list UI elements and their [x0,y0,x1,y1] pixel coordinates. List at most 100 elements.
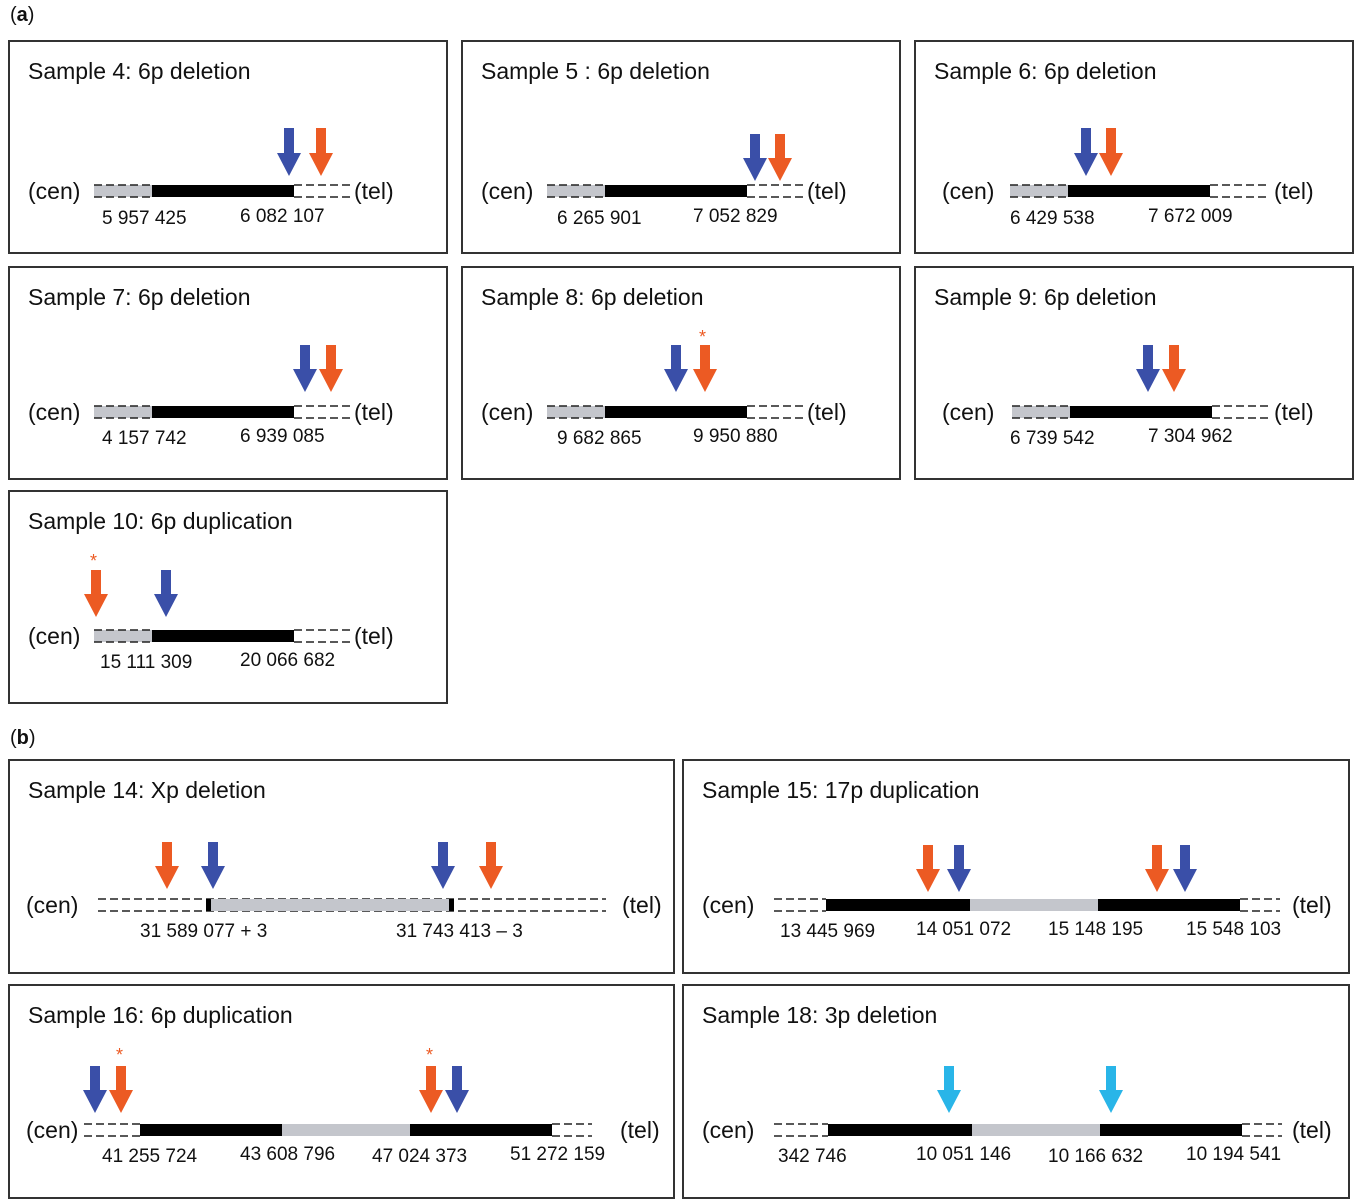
panel-title: Sample 4: 6p deletion [28,58,251,84]
blue-arrow [293,345,317,392]
coord-label: 41 255 724 [102,1146,198,1167]
asterisk-marker: * [699,327,706,347]
orange-arrow [479,842,503,889]
orange-arrow [1145,845,1169,892]
coord-label: 10 051 146 [916,1144,1011,1165]
panel-sample-15: Sample 15: 17p duplication (cen) (tel) 1… [682,759,1350,974]
asterisk-marker: * [90,551,97,571]
coord-label: 15 111 309 [100,652,192,673]
grey-segment [1010,185,1068,197]
deleted-segment [1100,1124,1242,1136]
panel-title: Sample 8: 6p deletion [481,284,704,310]
cyan-arrow [937,1066,961,1113]
cen-label: (cen) [28,623,80,649]
duplicated-segment [152,630,294,642]
panel-title: Sample 16: 6p duplication [28,1002,293,1028]
tel-label: (tel) [354,178,394,204]
coord-label: 7 672 009 [1148,206,1233,227]
grey-segment [94,630,152,642]
chromosome-diagram: (cen) (tel) 342 746 10 051 146 10 166 63… [702,1066,1332,1167]
coord-label: 342 746 [778,1146,847,1167]
panel-title: Sample 10: 6p duplication [28,508,293,534]
coord-label: 13 445 969 [780,921,875,942]
blue-arrow [1173,845,1197,892]
deleted-segment [828,1124,972,1136]
deleted-segment [152,406,294,418]
tel-label: (tel) [1274,399,1314,425]
grey-segment [547,185,605,197]
chromosome-diagram: (cen) (tel) 6 429 538 7 672 009 [942,128,1314,229]
orange-arrow [319,345,343,392]
orange-arrow [309,128,333,176]
orange-arrow [155,842,179,889]
orange-arrow [1099,128,1123,176]
panel-title: Sample 18: 3p deletion [702,1002,938,1028]
coord-label: 5 957 425 [102,208,187,229]
panel-title: Sample 15: 17p duplication [702,777,980,803]
chromosome-diagram: (cen) (tel) 6 739 542 7 304 962 [942,345,1314,449]
asterisk-marker: * [426,1045,433,1065]
coord-label: 51 272 159 [510,1144,605,1165]
deleted-segment [605,406,747,418]
blue-arrow [201,842,225,889]
coord-label: 6 082 107 [240,206,325,227]
panel-sample-16: Sample 16: 6p duplication (cen) (tel) 41… [8,984,675,1199]
cen-label: (cen) [28,399,80,425]
deleted-segment [1068,185,1210,197]
tel-label: (tel) [807,399,847,425]
section-label-b: (b) [10,727,36,749]
tel-label: (tel) [622,892,662,918]
orange-arrow [768,134,792,181]
coord-label: 10 194 541 [1186,1144,1281,1165]
cen-label: (cen) [942,178,994,204]
coord-label: 9 950 880 [693,426,778,447]
coord-label: 6 739 542 [1010,428,1095,449]
grey-segment [547,406,605,418]
blue-arrow [1074,128,1098,176]
grey-segment [282,1124,410,1136]
panel-sample-8: Sample 8: 6p deletion (cen) (tel) 9 682 … [461,266,901,480]
blue-arrow [431,842,455,889]
panel-title: Sample 6: 6p deletion [934,58,1157,84]
coord-label: 10 166 632 [1048,1146,1143,1167]
cen-label: (cen) [942,399,994,425]
grey-segment [1012,406,1070,418]
panel-sample-5: Sample 5 : 6p deletion (cen) (tel) 6 265… [461,40,901,254]
duplicated-segment [140,1124,282,1136]
orange-arrow [84,570,108,617]
orange-arrow [109,1066,133,1113]
cen-label: (cen) [702,892,754,918]
panel-title: Sample 14: Xp deletion [28,777,266,803]
panel-sample-18: Sample 18: 3p deletion (cen) (tel) 342 7… [682,984,1350,1199]
chromosome-diagram: (cen) (tel) 13 445 969 14 051 072 15 148… [702,845,1332,942]
coord-label: 14 051 072 [916,919,1011,940]
coord-label: 47 024 373 [372,1146,467,1167]
orange-arrow [1162,345,1186,392]
panel-sample-7: Sample 7: 6p deletion (cen) (tel) 4 157 … [8,266,448,480]
blue-arrow [277,128,301,176]
panel-title: Sample 5 : 6p deletion [481,58,710,84]
blue-arrow [445,1066,469,1113]
coord-label: 6 265 901 [557,208,642,229]
blue-arrow [83,1066,107,1113]
blue-arrow [947,845,971,892]
chromosome-diagram: (cen) (tel) 5 957 425 6 082 107 [28,128,394,229]
chromosome-diagram: (cen) (tel) 4 157 742 6 939 085 [28,345,394,449]
coord-label: 7 052 829 [693,206,778,227]
panel-sample-10: Sample 10: 6p duplication (cen) (tel) 15… [8,490,448,704]
blue-arrow [664,345,688,392]
cen-label: (cen) [702,1117,754,1143]
coord-label: 7 304 962 [1148,426,1233,447]
tel-label: (tel) [807,178,847,204]
cen-label: (cen) [28,178,80,204]
chromosome-diagram: (cen) (tel) 6 265 901 7 052 829 [481,134,847,229]
coord-label: 31 589 077 + 3 [140,921,267,942]
cen-label: (cen) [481,399,533,425]
chromosome-diagram: (cen) (tel) 9 682 865 9 950 880 * [481,327,847,449]
grey-segment [94,185,152,197]
blue-arrow [743,134,767,181]
grey-segment [94,406,152,418]
deleted-segment [152,185,294,197]
cen-label: (cen) [481,178,533,204]
asterisk-marker: * [116,1045,123,1065]
